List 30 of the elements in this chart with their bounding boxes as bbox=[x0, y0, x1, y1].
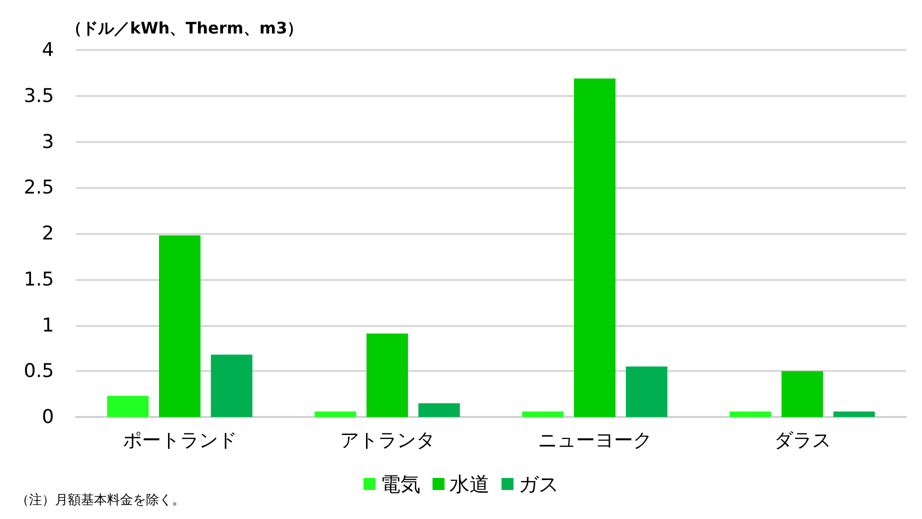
x-tick-label: ポートランド bbox=[122, 430, 237, 452]
bar bbox=[730, 411, 772, 417]
x-tick-label: ダラス bbox=[774, 430, 831, 452]
legend-label: ガス bbox=[518, 472, 558, 496]
bar bbox=[107, 396, 149, 417]
bar bbox=[418, 403, 460, 417]
legend-label: 電気 bbox=[380, 472, 420, 496]
y-tick-label: 3.5 bbox=[24, 84, 54, 107]
bar bbox=[366, 334, 408, 417]
bar bbox=[782, 371, 823, 417]
bar bbox=[159, 235, 200, 417]
y-tick-label: 2 bbox=[42, 222, 54, 244]
y-axis-title: （ドル／kWh、Therm、m3） bbox=[66, 18, 304, 38]
y-tick-label: 1 bbox=[42, 314, 54, 336]
y-tick-label: 4 bbox=[42, 39, 54, 61]
bar bbox=[314, 411, 356, 417]
x-tick-label: アトランタ bbox=[340, 430, 435, 452]
legend-label: 水道 bbox=[450, 472, 490, 496]
bar bbox=[522, 411, 564, 417]
text: （注）月額基本料金を除く。 bbox=[16, 493, 185, 508]
bar bbox=[626, 366, 668, 417]
y-tick-label: 0.5 bbox=[24, 360, 54, 382]
y-tick-label: 3 bbox=[42, 130, 54, 153]
bar bbox=[574, 78, 616, 417]
y-tick-label: 0 bbox=[42, 406, 54, 428]
bar bbox=[833, 411, 875, 417]
x-tick-label: ニューヨーク bbox=[538, 430, 652, 452]
y-tick-label: 2.5 bbox=[24, 176, 54, 199]
y-tick-label: 1.5 bbox=[24, 268, 54, 290]
bar bbox=[210, 354, 252, 417]
